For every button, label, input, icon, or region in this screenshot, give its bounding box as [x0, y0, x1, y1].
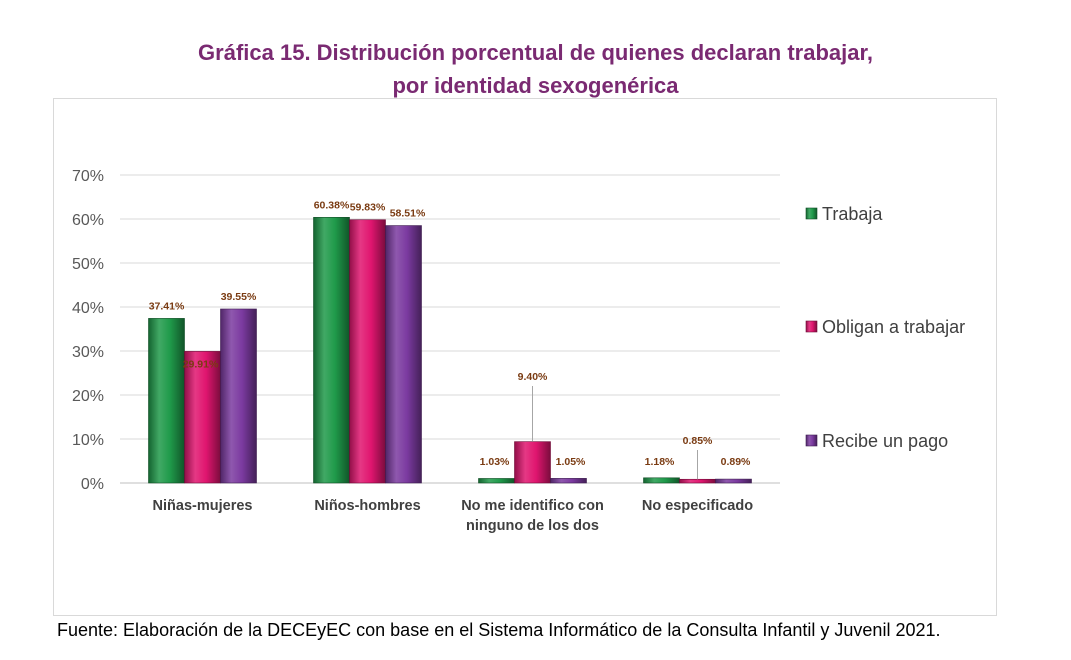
y-tick-label: 30% [72, 344, 104, 361]
data-label: 60.38% [314, 199, 350, 211]
legend-label: Recibe un pago [822, 431, 948, 451]
x-tick-label: ninguno de los dos [466, 518, 599, 534]
legend-label: Trabaja [822, 204, 883, 224]
x-tick-label: Niños-hombres [314, 498, 420, 514]
bar [220, 308, 257, 484]
bar [514, 441, 551, 484]
data-label: 1.18% [645, 456, 675, 468]
data-label: 0.85% [683, 435, 713, 447]
bar [349, 219, 386, 484]
y-tick-label: 10% [72, 432, 104, 449]
data-label: 59.83% [350, 202, 386, 214]
data-label: 39.55% [221, 291, 257, 303]
legend-label: Obligan a trabajar [822, 317, 965, 337]
data-label: 0.89% [721, 456, 751, 468]
legend-swatch [805, 320, 818, 333]
bar [184, 351, 221, 484]
bar [715, 478, 752, 484]
data-label: 37.41% [149, 300, 185, 312]
bar [478, 478, 515, 484]
chart-frame [53, 98, 997, 616]
data-label: 1.05% [556, 456, 586, 468]
data-label: 29.91% [183, 358, 219, 370]
legend-swatch [805, 207, 818, 220]
bar [313, 217, 350, 484]
y-tick-label: 0% [81, 476, 104, 493]
data-label: 58.51% [390, 208, 426, 220]
x-tick-label: No especificado [642, 498, 753, 514]
y-tick-label: 20% [72, 388, 104, 405]
data-label: 1.03% [480, 456, 510, 468]
chart-title-line2: por identidad sexogenérica [392, 73, 679, 98]
x-tick-label: No me identifico con [461, 498, 604, 514]
bar [643, 477, 680, 484]
chart-title-line1: Gráfica 15. Distribución porcentual de q… [198, 40, 873, 65]
bar [385, 225, 422, 484]
x-tick-label: Niñas-mujeres [153, 498, 253, 514]
bar [148, 318, 185, 484]
data-label: 9.40% [518, 371, 548, 383]
source-note: Fuente: Elaboración de la DECEyEC con ba… [57, 620, 941, 640]
y-tick-label: 50% [72, 256, 104, 273]
y-tick-label: 40% [72, 300, 104, 317]
bar [550, 478, 587, 484]
y-tick-label: 70% [72, 168, 104, 185]
bar [679, 478, 716, 484]
y-tick-label: 60% [72, 212, 104, 229]
legend-swatch [805, 434, 818, 447]
